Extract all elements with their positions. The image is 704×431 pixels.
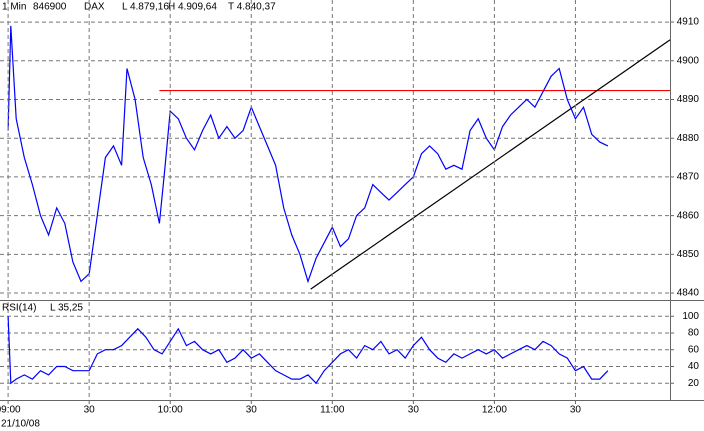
y-tick-label: 4840 [677,288,700,299]
y-tick-label: 60 [688,344,700,355]
y-tick-label: 4850 [677,249,700,260]
y-tick-label: 4880 [677,133,700,144]
y-tick-label: 4890 [677,94,700,105]
x-tick-label: 12:00 [482,405,507,416]
y-tick-label: 40 [688,361,700,372]
x-tick-label: 09:00 [0,405,21,416]
x-tick-label: 11:00 [320,405,345,416]
y-tick-label: 4870 [677,172,700,183]
header-label: L 4.879,16 [122,2,169,13]
header-label: L 35,25 [50,303,83,314]
x-tick-label: 30 [570,405,582,416]
header-label: RSI(14) [2,303,36,314]
series-line [7,316,609,385]
y-tick-label: 4910 [677,17,700,28]
header-label: H 4.909,64 [168,2,217,13]
y-tick-label: 20 [688,378,700,389]
annotation-line [310,39,671,290]
header-label: DAX [84,2,105,13]
y-tick-label: 4860 [677,210,700,221]
x-tick-label: 30 [84,405,96,416]
x-tick-label: 30 [246,405,258,416]
x-tick-label: 10:00 [158,405,183,416]
y-tick-label: 100 [682,311,699,322]
header-label: 1 Min [2,2,26,13]
y-tick-label: 4900 [677,55,700,66]
date-label: 21/10/08 [1,419,40,430]
y-tick-label: 80 [688,328,700,339]
header-label: 846900 [33,2,67,13]
x-tick-label: 30 [408,405,420,416]
header-label: T 4.840,37 [228,2,276,13]
series-line [7,25,609,284]
